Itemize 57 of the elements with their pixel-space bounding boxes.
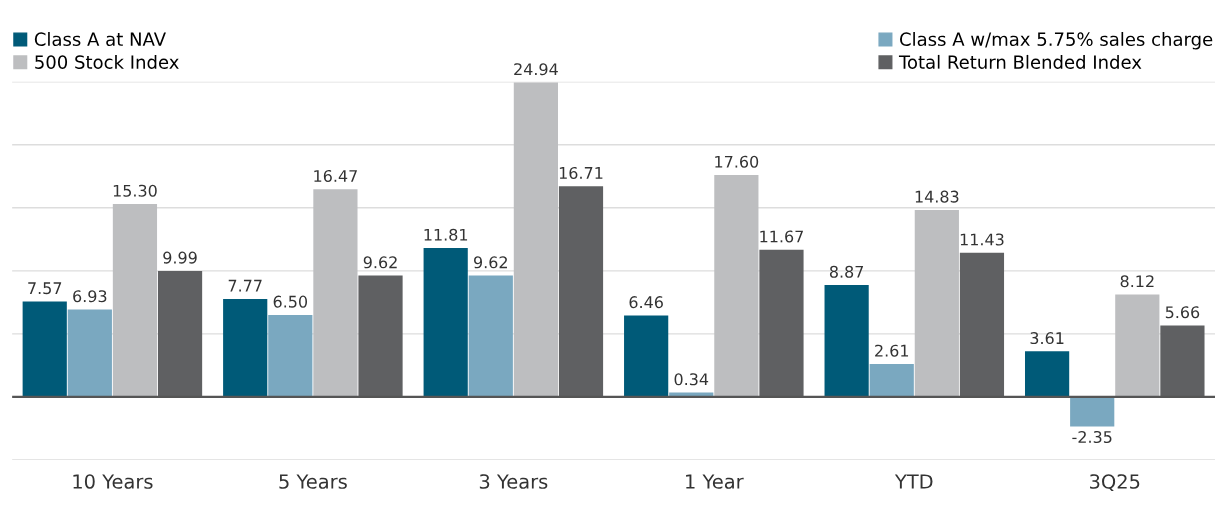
data-label: 14.83	[915, 190, 959, 203]
data-label: 16.47	[314, 169, 357, 183]
x-tick-label: 3Q25	[1090, 474, 1140, 492]
legend-label: Class A w/max 5.75% sales charge	[900, 32, 1213, 50]
data-label: 11.81	[424, 228, 468, 241]
data-label: 17.60	[715, 155, 759, 168]
data-label: 8.12	[1120, 275, 1154, 288]
x-tick-label: 5 Years	[279, 474, 347, 489]
data-label: 9.62	[474, 256, 507, 269]
bar	[423, 248, 468, 397]
legend-label: Class A at NAV	[34, 32, 166, 46]
data-label: 6.50	[273, 295, 308, 308]
data-label: 24.94	[514, 63, 558, 76]
data-label: 6.93	[73, 290, 107, 303]
data-label: 11.67	[760, 230, 803, 243]
bar	[223, 298, 268, 397]
data-label: 0.34	[674, 373, 709, 386]
bar	[468, 275, 513, 397]
data-label: -2.35	[1072, 430, 1112, 444]
bar	[869, 363, 914, 397]
bar	[714, 175, 759, 397]
data-label: 9.99	[163, 251, 197, 264]
x-tick-label: 3 Years	[479, 474, 548, 489]
bar	[824, 285, 869, 397]
data-label: 15.30	[113, 184, 157, 197]
legend-label: 500 Stock Index	[35, 54, 179, 69]
bar	[914, 209, 959, 397]
bar	[558, 186, 604, 397]
bar	[759, 249, 804, 397]
data-label: 5.66	[1165, 306, 1200, 319]
data-label: 9.62	[363, 256, 397, 269]
bar	[313, 189, 358, 397]
bar	[358, 275, 403, 397]
x-tick-label: 1 Year	[686, 474, 744, 489]
data-label: 7.77	[228, 279, 262, 292]
bar	[1115, 294, 1160, 397]
bar	[1160, 325, 1205, 397]
bar	[1025, 351, 1070, 397]
bar	[624, 315, 669, 397]
data-label: 7.57	[28, 282, 62, 295]
data-label: 16.71	[559, 166, 603, 179]
data-label: 8.87	[829, 265, 864, 278]
bar	[22, 301, 67, 397]
bar	[959, 252, 1005, 397]
bar	[112, 204, 158, 397]
bar	[513, 82, 558, 397]
legend-label: Total Return Blended Index	[898, 54, 1142, 69]
data-label: 6.46	[629, 296, 663, 309]
bar	[1070, 396, 1115, 427]
bar	[67, 309, 112, 397]
data-label: 11.43	[960, 233, 1004, 246]
x-tick-label: YTD	[894, 474, 933, 489]
bar	[157, 270, 203, 397]
bar	[268, 314, 313, 397]
x-tick-label: 10 Years	[73, 474, 153, 489]
data-label: 3.61	[1030, 332, 1064, 345]
data-label: 2.61	[875, 344, 909, 357]
